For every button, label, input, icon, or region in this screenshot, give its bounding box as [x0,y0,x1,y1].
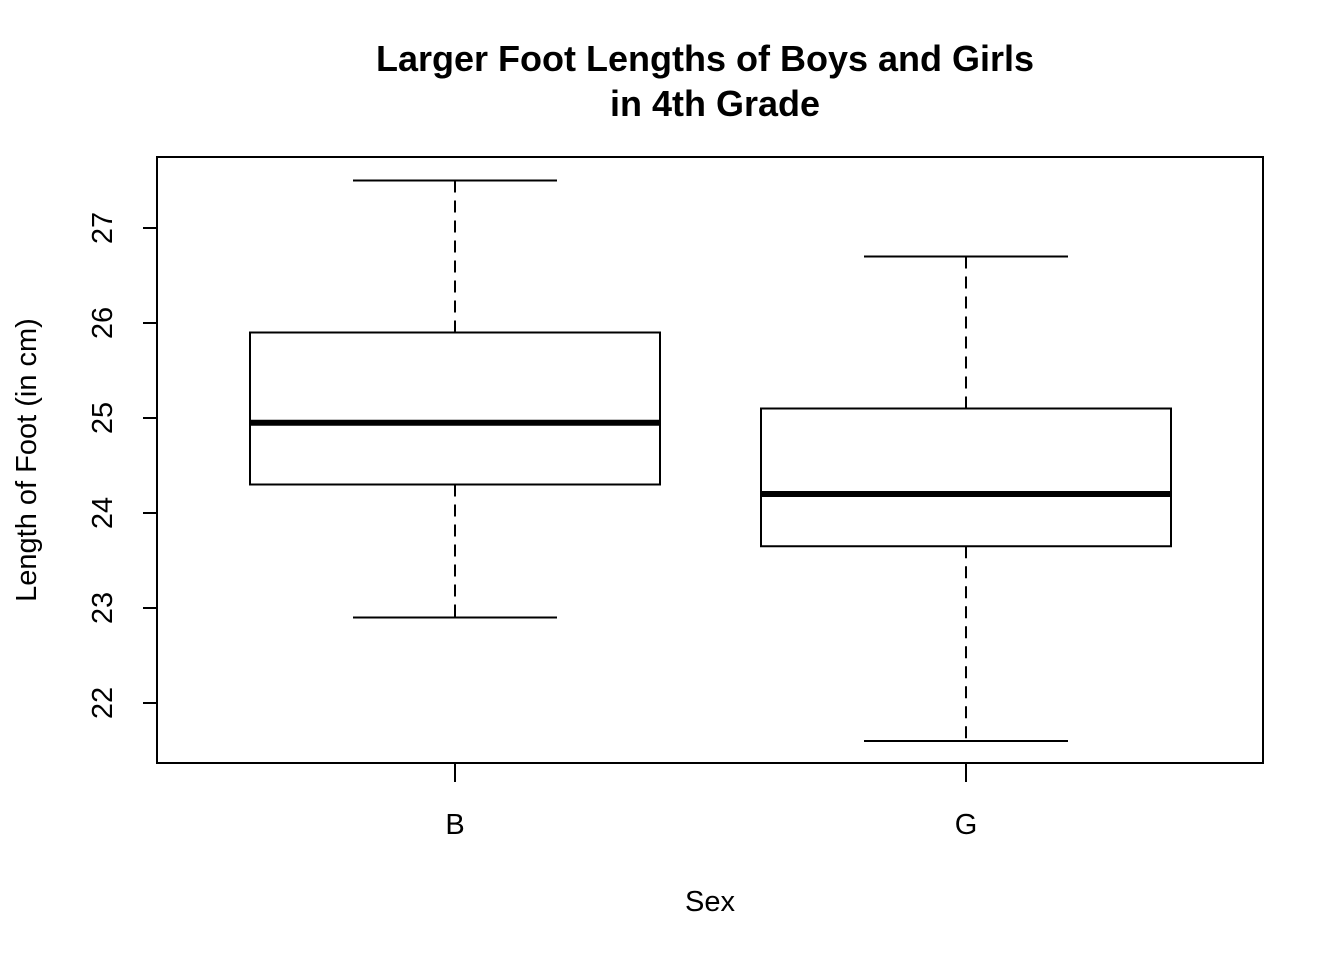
y-tick-label: 23 [87,592,119,624]
x-tick-label: G [955,809,978,841]
y-tick-label: 22 [87,687,119,719]
x-axis-label: Sex [685,886,735,918]
box-B [249,179,661,619]
box-G [760,255,1172,742]
y-tick-label: 26 [87,307,119,339]
chart-title-line-2: in 4th Grade [610,83,820,124]
y-axis-label: Length of Foot (in cm) [11,318,43,602]
y-tick-label: 24 [87,497,119,529]
box-series [249,179,1172,742]
plot-frame [156,156,1264,764]
x-tick-label: B [445,809,464,841]
y-tick-label: 25 [87,402,119,434]
iqr-box [760,407,1172,548]
chart-title-line-1: Larger Foot Lengths of Boys and Girls [376,38,1034,79]
y-axis: 22 23 24 25 26 27 [87,212,157,719]
iqr-box [249,331,661,486]
y-tick-label: 27 [87,212,119,244]
